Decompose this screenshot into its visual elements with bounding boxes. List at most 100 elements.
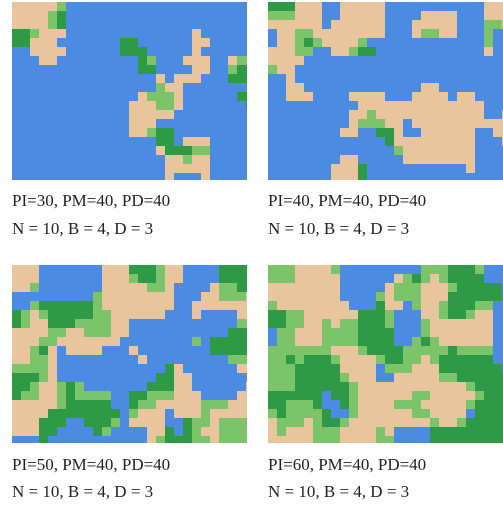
- terrain-cell: [304, 418, 313, 427]
- terrain-cell: [493, 400, 502, 409]
- terrain-cell: [331, 364, 340, 373]
- terrain-cell: [147, 65, 156, 74]
- terrain-cell: [138, 47, 147, 56]
- terrain-cell: [412, 355, 421, 364]
- terrain-cell: [349, 2, 358, 11]
- terrain-cell: [376, 337, 385, 346]
- terrain-cell: [367, 47, 376, 56]
- terrain-cell: [493, 364, 502, 373]
- terrain-cell: [295, 2, 304, 11]
- terrain-cell: [403, 400, 412, 409]
- terrain-cell: [12, 38, 21, 47]
- terrain-cell: [237, 292, 246, 301]
- terrain-cell: [246, 382, 247, 391]
- terrain-cell: [57, 337, 66, 346]
- terrain-cell: [475, 319, 484, 328]
- terrain-cell: [484, 38, 493, 47]
- terrain-cell: [295, 38, 304, 47]
- terrain-cell: [412, 418, 421, 427]
- terrain-cell: [277, 20, 286, 29]
- terrain-cell: [156, 83, 165, 92]
- terrain-cell: [237, 301, 246, 310]
- terrain-cell: [12, 373, 21, 382]
- terrain-cell: [439, 427, 448, 436]
- terrain-cell: [304, 409, 313, 418]
- terrain-cell: [138, 110, 147, 119]
- terrain-cell: [376, 409, 385, 418]
- terrain-cell: [192, 409, 201, 418]
- terrain-cell: [147, 92, 156, 101]
- terrain-cell: [286, 391, 295, 400]
- terrain-cell: [430, 101, 439, 110]
- terrain-cell: [376, 328, 385, 337]
- terrain-map: [268, 2, 503, 180]
- terrain-cell: [165, 373, 174, 382]
- terrain-cell: [268, 310, 277, 319]
- terrain-cell: [192, 137, 201, 146]
- terrain-cell: [120, 47, 129, 56]
- terrain-cell: [277, 310, 286, 319]
- terrain-cell: [448, 409, 457, 418]
- terrain-cell: [201, 436, 210, 443]
- terrain-cell: [201, 418, 210, 427]
- terrain-cell: [237, 409, 246, 418]
- terrain-cell: [349, 119, 358, 128]
- terrain-cell: [475, 364, 484, 373]
- terrain-cell: [228, 409, 237, 418]
- terrain-cell: [466, 400, 475, 409]
- terrain-cell: [367, 119, 376, 128]
- terrain-cell: [268, 418, 277, 427]
- terrain-cell: [304, 283, 313, 292]
- terrain-cell: [295, 346, 304, 355]
- terrain-cell: [367, 310, 376, 319]
- terrain-cell: [358, 409, 367, 418]
- terrain-cell: [331, 274, 340, 283]
- terrain-cell: [385, 292, 394, 301]
- terrain-cell: [201, 164, 210, 173]
- terrain-cell: [48, 337, 57, 346]
- terrain-cell: [286, 436, 295, 443]
- terrain-cell: [421, 301, 430, 310]
- terrain-cell: [183, 56, 192, 65]
- terrain-cell: [30, 427, 39, 436]
- terrain-cell: [475, 337, 484, 346]
- terrain-cell: [277, 346, 286, 355]
- terrain-cell: [349, 319, 358, 328]
- terrain-cell: [313, 265, 322, 274]
- terrain-cell: [349, 92, 358, 101]
- terrain-cell: [439, 310, 448, 319]
- terrain-cell: [48, 364, 57, 373]
- terrain-cell: [412, 382, 421, 391]
- terrain-cell: [322, 337, 331, 346]
- terrain-cell: [448, 301, 457, 310]
- terrain-cell: [340, 355, 349, 364]
- terrain-cell: [12, 319, 21, 328]
- terrain-cell: [322, 292, 331, 301]
- terrain-cell: [111, 418, 120, 427]
- terrain-cell: [246, 328, 247, 337]
- terrain-cell: [183, 391, 192, 400]
- terrain-cell: [412, 20, 421, 29]
- terrain-cell: [12, 382, 21, 391]
- terrain-cell: [165, 137, 174, 146]
- terrain-cell: [448, 355, 457, 364]
- terrain-cell: [277, 373, 286, 382]
- terrain-cell: [439, 364, 448, 373]
- terrain-cell: [156, 283, 165, 292]
- terrain-cell: [430, 11, 439, 20]
- terrain-cell: [48, 29, 57, 38]
- terrain-cell: [394, 119, 403, 128]
- terrain-cell: [102, 319, 111, 328]
- terrain-cell: [466, 328, 475, 337]
- terrain-cell: [421, 110, 430, 119]
- terrain-cell: [39, 301, 48, 310]
- terrain-cell: [403, 274, 412, 283]
- terrain-cell: [120, 274, 129, 283]
- terrain-cell: [358, 110, 367, 119]
- terrain-cell: [228, 56, 237, 65]
- terrain-cell: [367, 11, 376, 20]
- terrain-cell: [21, 2, 30, 11]
- terrain-cell: [39, 47, 48, 56]
- terrain-cell: [39, 355, 48, 364]
- terrain-cell: [295, 427, 304, 436]
